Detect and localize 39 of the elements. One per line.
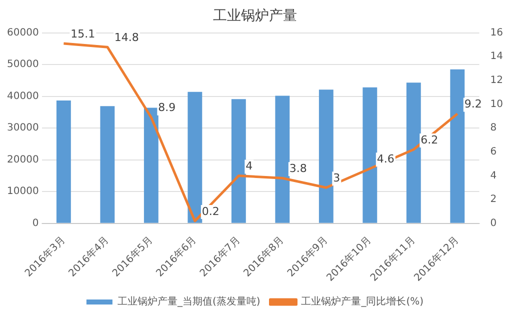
bar <box>406 82 421 223</box>
y-tick-label: 30000 <box>7 122 39 134</box>
bar <box>362 87 378 223</box>
y-tick-label: 50000 <box>7 59 39 70</box>
data-label: 3.8 <box>289 162 307 175</box>
y2-tick-label: 6 <box>490 146 497 158</box>
y2-tick-label: 2 <box>490 194 497 206</box>
bar <box>100 106 115 223</box>
chart-title: 工业锅炉产量 <box>213 8 297 24</box>
data-label: 6.2 <box>420 133 438 146</box>
data-label: 14.8 <box>114 30 139 44</box>
bar <box>318 90 334 223</box>
data-label: 15.1 <box>70 27 96 40</box>
y-tick-label: 40000 <box>7 90 39 102</box>
y2-tick-label: 4 <box>490 170 497 182</box>
y2-tick-label: 12 <box>490 75 504 86</box>
data-label: 0.2 <box>202 204 220 218</box>
data-label: 4 <box>246 160 253 173</box>
y-tick-label: 10000 <box>7 186 39 198</box>
y-tick-label: 0 <box>32 218 39 229</box>
y2-tick-label: 16 <box>490 27 504 38</box>
bar <box>275 96 290 223</box>
y2-tick-label: 10 <box>490 98 504 110</box>
legend-label: 工业锅炉产量_当期值(蒸发量吨) <box>117 296 260 308</box>
data-label: 4.6 <box>376 152 394 166</box>
y2-tick-label: 14 <box>490 51 504 62</box>
bar <box>144 108 158 223</box>
bar <box>188 92 202 223</box>
data-label: 3 <box>333 172 340 185</box>
data-label: 9.2 <box>464 98 482 111</box>
data-label: 8.9 <box>158 101 176 114</box>
y-tick-label: 20000 <box>7 154 39 166</box>
bar <box>56 100 71 223</box>
y2-tick-label: 8 <box>490 122 497 134</box>
bar <box>450 69 465 223</box>
bar <box>231 99 246 223</box>
legend-label: 工业锅炉产量_同比增长(%) <box>301 296 424 308</box>
y-tick-label: 60000 <box>7 27 39 38</box>
y2-tick-label: 0 <box>490 218 497 229</box>
